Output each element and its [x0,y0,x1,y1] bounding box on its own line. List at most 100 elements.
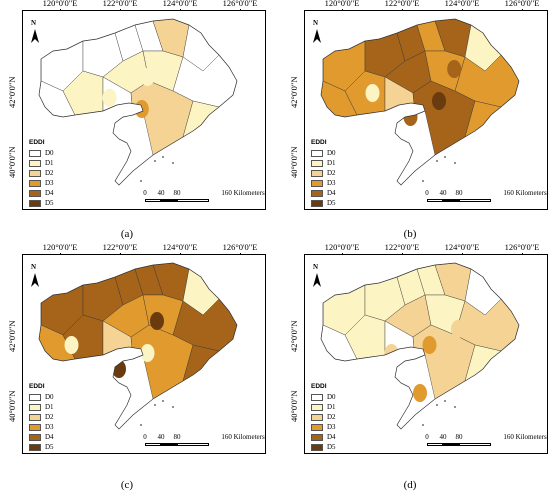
scale-label: 40 [439,433,447,441]
drought-patch [413,384,427,402]
north-arrow-icon [313,273,321,287]
legend-title: EDDI [29,139,45,146]
legend-label: D3 [327,179,336,187]
island [162,400,164,402]
north-arrow-icon [31,273,39,287]
scale-segment [177,443,209,446]
legend-label: D0 [327,393,336,401]
island [436,404,438,406]
longitude-label: 126°0'0"E [504,242,540,252]
scale-label: 40 [439,189,447,197]
legend-label: D1 [327,159,336,167]
panel-caption: (c) [120,479,134,491]
island [140,180,142,182]
drought-patch [447,60,462,78]
legend-item: D1 [29,158,54,168]
longitude-label: 120°0'0"E [324,0,360,8]
legend-label: D2 [45,169,54,177]
longitude-label: 122°0'0"E [384,242,420,252]
drought-patch [140,344,155,362]
legend-item: D5 [29,198,54,208]
legend: EDDI D0 D1 D2 D3 D4 D5 [311,139,336,208]
scale-segment [443,199,459,202]
legend-item: D4 [311,432,336,442]
province-map [38,262,238,430]
legend-label: D0 [45,149,54,157]
legend-item: D3 [29,178,54,188]
legend-swatch [29,413,41,421]
legend-swatch [311,433,323,441]
legend-swatch [311,189,323,197]
scale-label: 40 [157,189,165,197]
legend-title: EDDI [29,383,45,390]
north-label: N [31,19,37,27]
scale-label: 0 [143,433,147,441]
legend-title: EDDI [311,383,327,390]
latitude-label: 42°0'0"N [7,76,17,108]
legend-item: D0 [29,392,54,402]
island [422,180,424,182]
north-label: N [31,263,37,271]
longitude-label: 126°0'0"E [222,242,258,252]
map-panel-a: 120°0'0"E 122°0'0"E 124°0'0"E 126°0'0"E 42°0… [7,0,270,210]
scale-segment [161,199,177,202]
legend-item: D1 [311,402,336,412]
latitude-label: 42°0'0"N [7,320,17,352]
legend-label: D1 [45,403,54,411]
legend: EDDI D0 D1 D2 D3 D4 D5 [29,139,54,208]
legend-label: D4 [327,189,336,197]
scale-label: 160 Kilometers [221,433,265,441]
island [140,424,142,426]
scale-segment [459,443,491,446]
legend-label: D5 [45,443,54,451]
legend-swatch [311,199,323,207]
legend-swatch [29,179,41,187]
scale-segment [145,443,161,446]
longitude-label: 120°0'0"E [324,242,360,252]
scale-label: 0 [425,433,429,441]
legend-swatch [311,423,323,431]
panel-caption: (d) [403,479,417,491]
legend-title: EDDI [311,139,327,146]
scale-label: 80 [173,189,181,197]
legend-swatch [29,433,41,441]
longitude-label: 124°0'0"E [444,0,480,8]
map-panel-c: 120°0'0"E 122°0'0"E 124°0'0"E 126°0'0"E 42°0… [7,242,270,454]
legend-swatch [311,413,323,421]
legend-item: D3 [29,422,54,432]
legend-swatch [311,169,323,177]
scale-bar: 0 40 80 160 Kilometers [423,189,547,209]
province-map [38,18,238,186]
island [154,404,156,406]
province-map [320,18,520,186]
legend-swatch [29,423,41,431]
legend-swatch [29,149,41,157]
legend-item: D5 [311,442,336,452]
legend-label: D1 [45,159,54,167]
legend-label: D2 [327,169,336,177]
drought-patch [140,68,155,86]
legend-item: D4 [311,188,336,198]
island [454,406,456,408]
latitude-label: 42°0'0"N [289,76,299,108]
legend-label: D4 [45,433,54,441]
scale-segment [161,443,177,446]
drought-patch [134,100,149,118]
drought-patch [384,344,399,362]
legend-swatch [311,149,323,157]
legend-swatch [29,159,41,167]
legend-swatch [29,169,41,177]
longitude-label: 126°0'0"E [222,0,258,8]
island [454,162,456,164]
legend-item: D0 [29,148,54,158]
longitude-label: 120°0'0"E [42,0,78,8]
island [436,160,438,162]
scale-segment [177,199,209,202]
latitude-label: 40°0'0"N [289,146,299,178]
north-label: N [313,263,319,271]
map-frame: N EDDI D0 D1 D2 D3 D4 D5 0 40 80 160 Kilometers [22,254,266,454]
legend-item: D4 [29,188,54,198]
drought-patch [451,320,465,338]
legend-swatch [29,189,41,197]
legend-label: D4 [327,433,336,441]
